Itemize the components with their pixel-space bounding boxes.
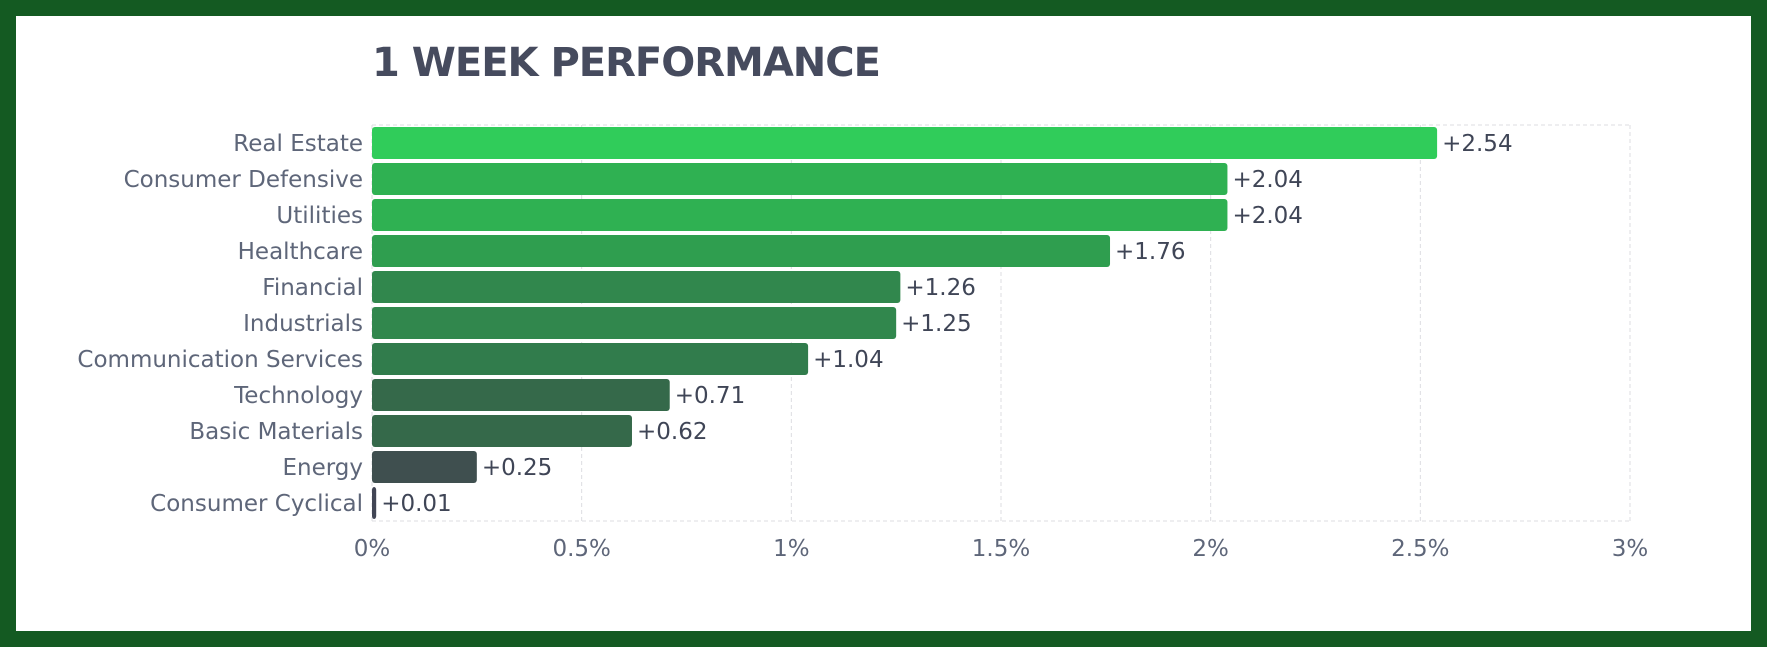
- x-tick-label: 2.5%: [1391, 536, 1449, 562]
- bar: [372, 343, 809, 375]
- value-label: +1.26: [905, 275, 975, 301]
- category-label: Consumer Defensive: [124, 167, 363, 193]
- category-label: Real Estate: [233, 131, 363, 157]
- category-label: Communication Services: [77, 347, 363, 373]
- bar: [372, 163, 1228, 195]
- category-label: Energy: [282, 455, 363, 481]
- bar: [372, 379, 670, 411]
- bar: [372, 451, 477, 483]
- value-label: +1.76: [1115, 239, 1185, 265]
- bar: [372, 199, 1228, 231]
- x-tick-label: 0.5%: [552, 536, 610, 562]
- bar: [372, 271, 901, 303]
- category-label: Healthcare: [238, 239, 363, 265]
- value-label: +2.04: [1232, 203, 1302, 229]
- value-label: +0.62: [637, 419, 707, 445]
- category-label: Basic Materials: [189, 419, 363, 445]
- bar: [372, 235, 1111, 267]
- value-label: +2.54: [1442, 131, 1512, 157]
- bar: [372, 127, 1438, 159]
- bar: [372, 307, 897, 339]
- category-label: Financial: [262, 275, 363, 301]
- category-label: Utilities: [276, 203, 363, 229]
- value-label: +2.04: [1232, 167, 1302, 193]
- x-tick-label: 1%: [773, 536, 810, 562]
- category-label: Industrials: [243, 311, 363, 337]
- x-tick-label: 2%: [1192, 536, 1229, 562]
- chart-title: 1 WEEK PERFORMANCE: [372, 40, 881, 86]
- bar: [372, 415, 632, 447]
- value-label: +1.04: [813, 347, 883, 373]
- value-label: +1.25: [901, 311, 971, 337]
- category-label: Consumer Cyclical: [150, 491, 363, 517]
- value-label: +0.71: [675, 383, 745, 409]
- category-label: Technology: [233, 383, 363, 409]
- x-tick-label: 0%: [354, 536, 391, 562]
- value-label: +0.01: [381, 491, 451, 517]
- bar: [372, 487, 377, 519]
- x-tick-label: 3%: [1612, 536, 1649, 562]
- x-tick-label: 1.5%: [972, 536, 1030, 562]
- value-label: +0.25: [482, 455, 552, 481]
